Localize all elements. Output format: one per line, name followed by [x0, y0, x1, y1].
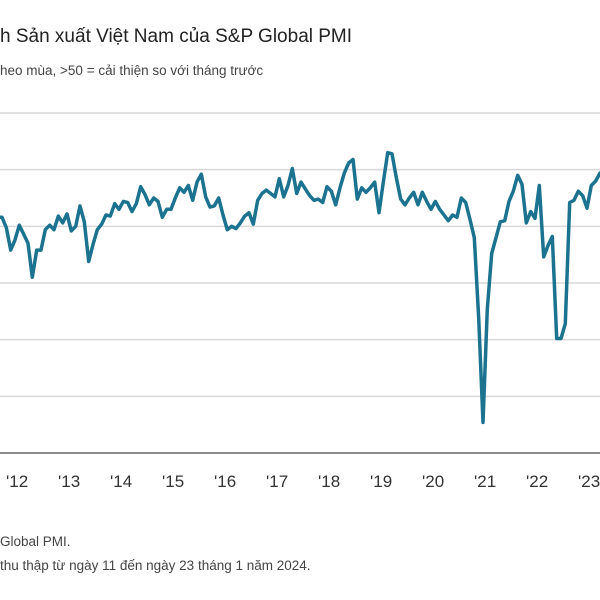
x-tick-label: '19: [370, 472, 392, 491]
x-tick-label: '16: [214, 472, 236, 491]
series-group: [0, 150, 600, 425]
x-tick-label: '22: [526, 472, 548, 491]
x-axis: '12 '13 '14 '15 '16 '17 '18 '19 '20 '21 '22 '23: [0, 452, 600, 491]
data-collection-note: thu thập từ ngày 11 đến ngày 23 tháng 1 …: [0, 558, 311, 573]
x-tick-label: '23: [578, 472, 600, 491]
x-tick-label: '17: [266, 472, 288, 491]
x-tick-label: '12: [6, 472, 28, 491]
x-tick-label: '14: [110, 472, 132, 491]
x-tick-label: '13: [58, 472, 80, 491]
x-tick-label: '21: [474, 472, 496, 491]
x-tick-label: '18: [318, 472, 340, 491]
source-note: Global PMI.: [0, 534, 71, 549]
pmi-series-line: [0, 150, 600, 425]
chart-title: h Sản xuất Việt Nam của S&P Global PMI: [0, 26, 353, 47]
x-tick-label: '20: [422, 472, 444, 491]
chart-subtitle: heo mùa, >50 = cải thiện so với tháng tr…: [0, 63, 264, 78]
x-tick-label: '15: [162, 472, 184, 491]
